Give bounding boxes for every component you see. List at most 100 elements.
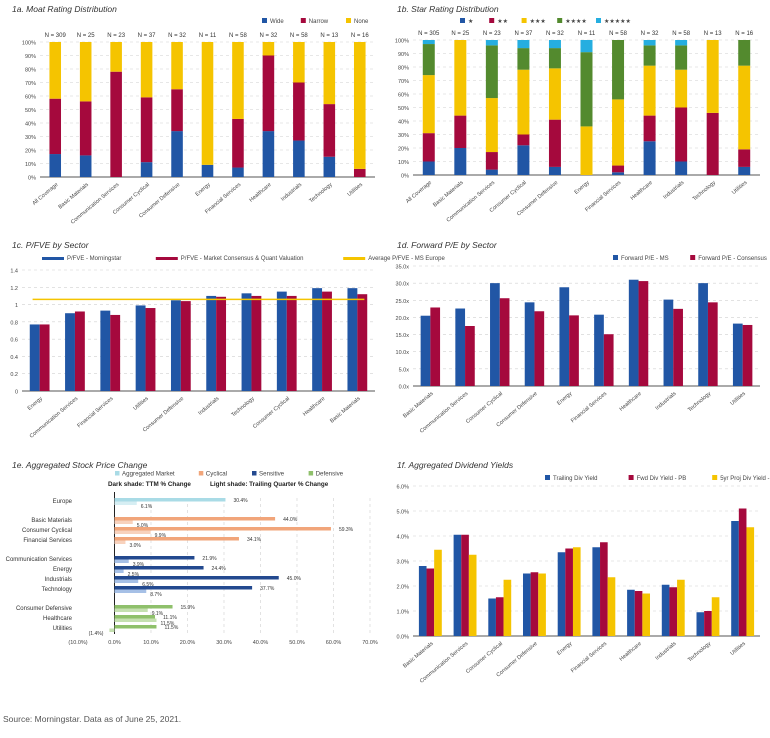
y-tick-label: 60% <box>25 95 36 101</box>
chart-star-rating: 0% 10% 20% 30% 40% 50% 60% 70% 80% 90% 100% N = 305… <box>395 18 760 224</box>
bar <box>731 521 739 636</box>
legend-swatch <box>460 18 465 23</box>
bar <box>732 323 743 386</box>
bar-segment <box>49 154 62 177</box>
legend-label: ★ <box>468 18 473 25</box>
bar-ttm <box>114 566 204 570</box>
legend-swatch <box>155 257 178 260</box>
chart-title: 1f. Aggregated Dividend Yields <box>397 460 514 470</box>
data-label: 5.0% <box>137 523 149 529</box>
data-label: 11.1% <box>163 615 177 621</box>
bar <box>357 294 368 391</box>
bar-segment <box>49 42 62 99</box>
bar <box>241 293 252 391</box>
bar-quarter <box>114 618 157 622</box>
data-label: 3.0% <box>129 543 141 549</box>
x-tick-label: Financial Services <box>570 391 608 424</box>
bar <box>286 295 297 391</box>
y-tick-label: 25.0x <box>396 299 410 305</box>
x-tick-label: Energy <box>574 180 591 196</box>
x-tick-label: Healthcare <box>630 180 654 202</box>
legend-label: Defensive <box>316 471 344 478</box>
bar-segment <box>675 161 688 175</box>
x-tick-label: Healthcare <box>619 391 643 413</box>
y-tick-label: 70% <box>398 79 409 85</box>
x-tick-label: Financial Services <box>76 396 114 429</box>
x-tick-label: All Coverage <box>405 180 433 205</box>
y-tick-label: 90% <box>398 52 409 58</box>
bar <box>524 302 535 386</box>
bar-segment <box>738 40 751 66</box>
bar <box>216 296 227 391</box>
y-tick-label: 1.0% <box>396 610 409 616</box>
x-tick-label: Consumer Cyclical <box>252 396 291 430</box>
x-tick-label: Energy <box>195 182 212 198</box>
x-tick-label: Utilities <box>132 396 150 412</box>
legend-swatch <box>115 471 120 476</box>
bar-segment <box>422 44 435 76</box>
bar <box>746 527 755 636</box>
bar-segment <box>201 42 214 165</box>
bar-quarter <box>114 559 129 563</box>
bar <box>434 549 442 636</box>
bar <box>322 291 332 391</box>
legend-label: 5yr Proj Div Yield - DB <box>720 476 770 482</box>
bar <box>488 598 496 636</box>
chart-forward-pe: 0.0x 5.0x 10.0x 15.0x 20.0x 25.0x 30.0x 35.0x Ba… <box>396 255 767 435</box>
legend-label: Wide <box>270 19 284 25</box>
bar-segment <box>580 52 593 127</box>
bar <box>677 579 685 636</box>
bar <box>347 288 358 391</box>
bar <box>170 300 181 391</box>
bar <box>503 579 512 636</box>
y-tick-label: 20% <box>25 149 36 155</box>
y-tick-label: 5.0% <box>396 510 409 516</box>
y-tick-label: 80% <box>398 66 409 72</box>
n-label: N = 32 <box>546 31 565 37</box>
y-tick-label: 0.4 <box>10 355 18 361</box>
bar-segment <box>293 140 305 177</box>
data-label: 8.7% <box>150 592 162 598</box>
x-tick-label: 50.0% <box>289 640 305 646</box>
bar <box>698 283 708 386</box>
bar-segment <box>293 42 305 83</box>
bar <box>65 313 75 391</box>
n-label: N = 37 <box>138 33 157 39</box>
x-tick-label: 40.0% <box>253 640 269 646</box>
y-tick-label: 20% <box>398 147 409 153</box>
x-tick-label: Financial Services <box>570 641 608 674</box>
n-label: N = 32 <box>641 31 660 37</box>
y-tick-label: 10% <box>25 162 36 168</box>
y-tick-label: 10.0x <box>396 350 410 356</box>
bar-segment <box>643 45 656 66</box>
bar-segment <box>232 42 244 119</box>
data-label: 9.1% <box>152 611 164 617</box>
n-label: N = 11 <box>199 33 217 39</box>
x-tick-label: Utilities <box>729 391 747 407</box>
bar-segment <box>262 42 275 56</box>
bar <box>276 291 287 391</box>
y-tick-label: 100% <box>395 39 409 45</box>
x-tick-label: Industrials <box>280 182 303 203</box>
legend-label: P/FVE - Morningstar <box>67 256 121 262</box>
x-tick-label: Industrials <box>654 391 677 412</box>
panel-1d: 1d. Forward P/E by Sector 0.0x 5.0x 10.0x 1… <box>385 236 770 456</box>
bar-segment <box>612 99 625 166</box>
bar <box>638 281 649 386</box>
n-label: N = 58 <box>229 33 248 39</box>
data-label: (1.4%) <box>89 631 104 637</box>
bar-segment <box>548 166 561 175</box>
bar <box>74 311 85 391</box>
bar <box>490 283 500 386</box>
chart-moat-rating: 0% 10% 20% 30% 40% 50% 60% 70% 80% 90% 100% N = 309… <box>22 18 375 226</box>
bar <box>738 508 747 636</box>
x-tick-label: Healthcare <box>619 641 643 663</box>
data-label: 6.1% <box>141 504 153 510</box>
bar-segment <box>548 68 561 120</box>
legend-label: Narrow <box>309 19 329 25</box>
y-tick-label: 2.0% <box>396 585 409 591</box>
y-tick-label: 100% <box>22 41 36 47</box>
n-label: N = 32 <box>168 33 187 39</box>
bar-segment <box>323 104 336 157</box>
bar-segment <box>706 40 719 113</box>
